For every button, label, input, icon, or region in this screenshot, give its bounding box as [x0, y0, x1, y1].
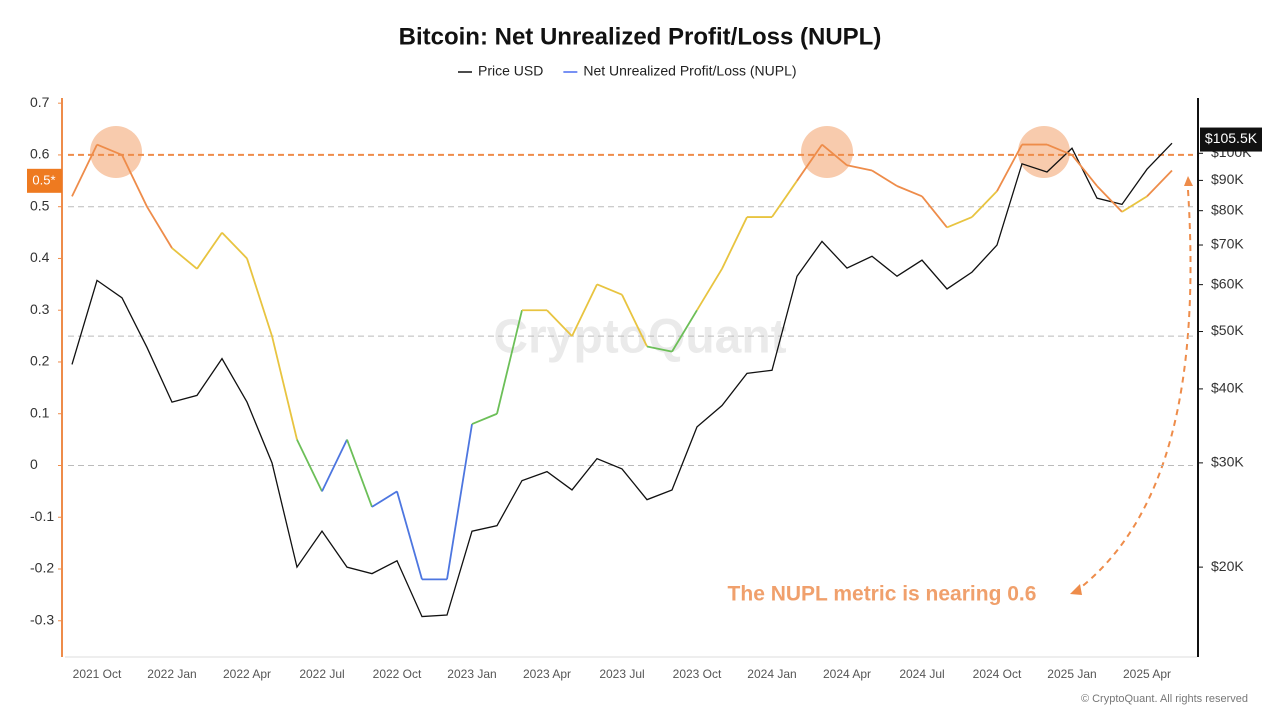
nupl-segment — [621, 294, 648, 347]
price-tag — [1200, 127, 1262, 152]
nupl-segment — [671, 309, 698, 353]
y2-tick-label: $40K — [1211, 380, 1244, 396]
y2-tick-label: $50K — [1211, 322, 1244, 338]
x-tick-label: 2022 Jul — [299, 667, 344, 681]
y-tick-label: 0 — [30, 456, 38, 472]
nupl-segment — [296, 439, 323, 492]
annotation: The NUPL metric is nearing 0.6 — [728, 583, 1037, 606]
annotation-arrow — [1074, 189, 1192, 593]
x-tick-label: 2025 Jan — [1047, 667, 1096, 681]
nupl-segment — [846, 164, 873, 172]
nupl-segment — [596, 283, 623, 296]
nupl-segment — [346, 439, 373, 508]
nupl-segment — [821, 143, 848, 166]
arrow-head — [1070, 584, 1082, 595]
y2-tick-label: $70K — [1211, 236, 1244, 252]
nupl-segment — [371, 490, 398, 508]
nupl-segment — [496, 310, 523, 414]
nupl-segment — [96, 143, 123, 156]
x-tick-label: 2023 Oct — [673, 667, 722, 681]
nupl-segment — [546, 309, 573, 337]
x-tick-label: 2022 Apr — [223, 667, 271, 681]
nupl-segment — [871, 169, 898, 187]
nupl-segment — [896, 185, 923, 198]
nupl-segment — [121, 154, 148, 208]
price-line — [71, 142, 1173, 618]
y2-tick-label: $30K — [1211, 454, 1244, 470]
y2-tick-label: $90K — [1211, 171, 1244, 187]
y-tick-label: 0.3 — [30, 301, 50, 317]
nupl-segment — [271, 335, 298, 440]
nupl-segment — [446, 423, 473, 580]
nupl-segment — [1071, 154, 1098, 187]
nupl-segment — [721, 216, 748, 270]
nupl-segment — [796, 144, 823, 182]
chart-title: Bitcoin: Net Unrealized Profit/Loss (NUP… — [399, 23, 882, 50]
y-tick-label: 0.5 — [30, 197, 50, 213]
x-tick-label: 2024 Jul — [899, 667, 944, 681]
y-tick-label: 0.1 — [30, 404, 50, 420]
x-tick-label: 2022 Oct — [373, 667, 422, 681]
x-tick-label: 2023 Jan — [447, 667, 496, 681]
copyright: © CryptoQuant. All rights reserved — [1081, 693, 1248, 705]
nupl-tag-label: 0.5* — [32, 172, 55, 187]
nupl-segment — [71, 144, 98, 197]
nupl-segment — [1046, 143, 1073, 156]
nupl-segment — [321, 439, 348, 492]
x-tick-label: 2023 Apr — [523, 667, 571, 681]
nupl-segment — [471, 412, 498, 425]
nupl-segment — [571, 283, 598, 337]
nupl-segment — [696, 268, 723, 311]
x-tick-label: 2024 Jan — [747, 667, 796, 681]
nupl-segment — [971, 190, 998, 218]
x-tick-label: 2022 Jan — [147, 667, 196, 681]
nupl-segment — [221, 231, 248, 260]
y-tick-label: -0.3 — [30, 611, 54, 627]
nupl-segment — [196, 232, 223, 270]
highlight-circle — [1018, 126, 1070, 178]
highlight-circle — [801, 126, 853, 178]
highlights — [90, 126, 1070, 178]
x-tick-label: 2023 Jul — [599, 667, 644, 681]
nupl-segment — [246, 258, 273, 337]
y-tick-label: -0.2 — [30, 560, 54, 576]
legend-label: Price USD — [478, 63, 543, 79]
y-tick-label: 0.7 — [30, 94, 50, 110]
price-tag-label: $105.5K — [1205, 130, 1258, 146]
nupl-segment — [946, 216, 973, 229]
arrow-head — [1184, 176, 1193, 186]
legend-label: Net Unrealized Profit/Loss (NUPL) — [583, 63, 796, 79]
nupl-segment — [646, 345, 673, 353]
watermark: CryptoQuant — [493, 311, 786, 364]
y2-tick-label: $20K — [1211, 558, 1244, 574]
nupl-segment — [146, 206, 173, 249]
y2-tick-label: $60K — [1211, 275, 1244, 291]
nupl-segment — [1096, 185, 1123, 213]
nupl-segment — [396, 491, 423, 580]
nupl-segment — [771, 180, 798, 218]
nupl-tag — [27, 168, 62, 193]
x-tick-label: 2024 Apr — [823, 667, 871, 681]
nupl-segment — [921, 195, 948, 228]
x-tick-label: 2021 Oct — [73, 667, 122, 681]
nupl-segment — [171, 247, 198, 270]
nupl-segment — [996, 144, 1023, 192]
y-tick-label: 0.2 — [30, 353, 50, 369]
x-tick-label: 2024 Oct — [973, 667, 1022, 681]
y2-tick-label: $80K — [1211, 201, 1244, 217]
x-tick-label: 2025 Apr — [1123, 667, 1171, 681]
y-tick-label: -0.1 — [30, 508, 54, 524]
nupl-segment — [1121, 195, 1148, 213]
y-tick-label: 0.4 — [30, 249, 50, 265]
nupl-segment — [1146, 169, 1173, 197]
y-tick-label: 0.6 — [30, 146, 50, 162]
